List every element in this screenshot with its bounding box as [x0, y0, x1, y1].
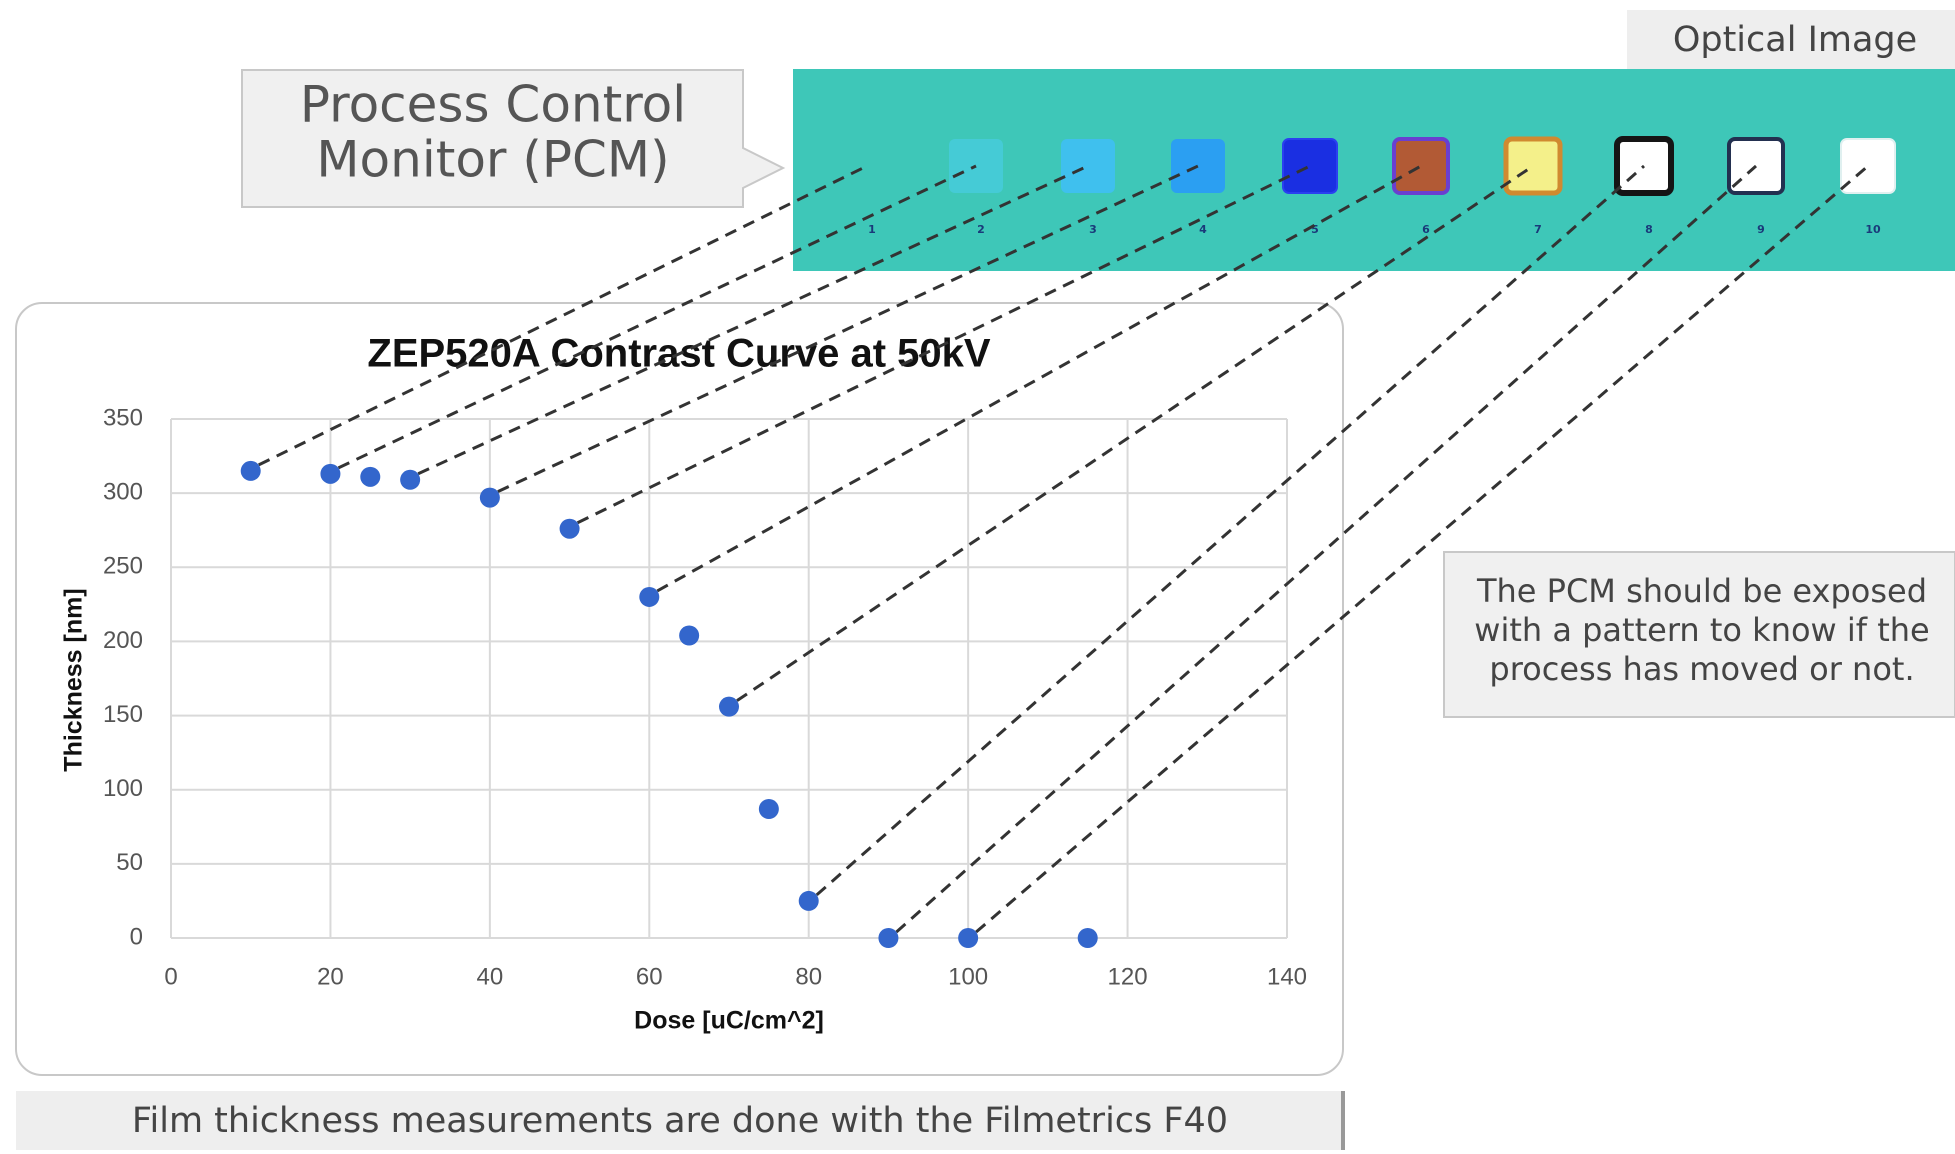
y-tick-label: 350: [103, 404, 143, 431]
pcm-site-label: 10: [1865, 223, 1881, 236]
x-tick-label: 60: [636, 963, 663, 990]
leader-line: [656, 164, 1422, 593]
pcm-square: [840, 139, 894, 193]
y-tick-label: 0: [130, 923, 143, 950]
leader-line: [576, 164, 1311, 525]
data-point: [360, 466, 381, 487]
footer-box: [16, 1091, 1343, 1151]
x-axis-label: Dose [uC/cm^2]: [634, 1007, 824, 1035]
pcm-square: [949, 139, 1003, 193]
pcm-site-label: 2: [977, 223, 985, 236]
y-tick-label: 250: [103, 553, 143, 580]
data-point: [958, 928, 979, 948]
pcm-square: [1282, 138, 1338, 194]
y-tick-label: 150: [103, 701, 143, 728]
data-point: [639, 586, 660, 607]
pcm-site-label: 3: [1089, 223, 1097, 236]
data-point: [400, 469, 421, 490]
pcm-square: [1171, 139, 1225, 193]
leader-line: [417, 164, 1089, 476]
data-point: [1077, 928, 1098, 948]
x-tick-label: 80: [795, 963, 822, 990]
data-point: [559, 518, 580, 539]
data-point: [758, 798, 779, 819]
leader-line: [258, 164, 868, 467]
pcm-square: [1840, 138, 1896, 194]
data-point: [798, 890, 819, 911]
pcm-square: [1061, 139, 1115, 193]
pcm-callout: [241, 69, 786, 208]
data-point: [320, 463, 341, 484]
leader-line: [815, 164, 1645, 897]
y-tick-label: 100: [103, 775, 143, 802]
note-line: The PCM should be exposed: [1476, 572, 1927, 610]
leader-line: [895, 164, 1757, 934]
optical-label: Optical Image: [1673, 20, 1917, 60]
pcm-site-label: 7: [1534, 223, 1542, 236]
y-tick-label: 50: [116, 849, 143, 876]
leader-line: [337, 164, 977, 470]
y-tick-label: 200: [103, 627, 143, 654]
data-point: [240, 460, 261, 481]
footer: Film thickness measurements are done wit…: [132, 1101, 1228, 1141]
data-point: [719, 696, 739, 717]
pcm-site-label: 6: [1422, 223, 1430, 236]
y-tick-label: 300: [103, 478, 143, 505]
x-tick-label: 20: [317, 963, 344, 990]
pcm-site-label: 1: [868, 223, 876, 236]
note-line: with a pattern to know if the: [1474, 611, 1929, 649]
note-box: [1443, 551, 1955, 718]
pcm-square: [1392, 137, 1450, 195]
x-tick-label: 40: [477, 963, 504, 990]
pcm-site-label: 9: [1757, 223, 1765, 236]
data-point: [479, 487, 500, 508]
pcm-site-label: 8: [1645, 223, 1653, 236]
pcm-label: Process Control: [300, 76, 686, 134]
leader-line: [975, 164, 1869, 934]
y-axis-label: Thickness [nm]: [60, 588, 88, 771]
optical-label-box: [1627, 10, 1955, 69]
pcm-square: [1503, 136, 1563, 196]
x-tick-label: 0: [164, 963, 177, 990]
leader-line: [497, 164, 1199, 493]
x-tick-label: 100: [948, 963, 988, 990]
pcm-site-label: 4: [1199, 223, 1207, 236]
pcm-site-label: 5: [1311, 223, 1319, 236]
data-point: [679, 625, 700, 646]
x-tick-label: 120: [1108, 963, 1148, 990]
note-line: process has moved or not.: [1489, 650, 1914, 688]
pcm-label: Monitor (PCM): [316, 131, 669, 189]
x-tick-label: 140: [1267, 963, 1307, 990]
chart-frame: [15, 302, 1344, 1076]
data-point: [878, 928, 899, 948]
